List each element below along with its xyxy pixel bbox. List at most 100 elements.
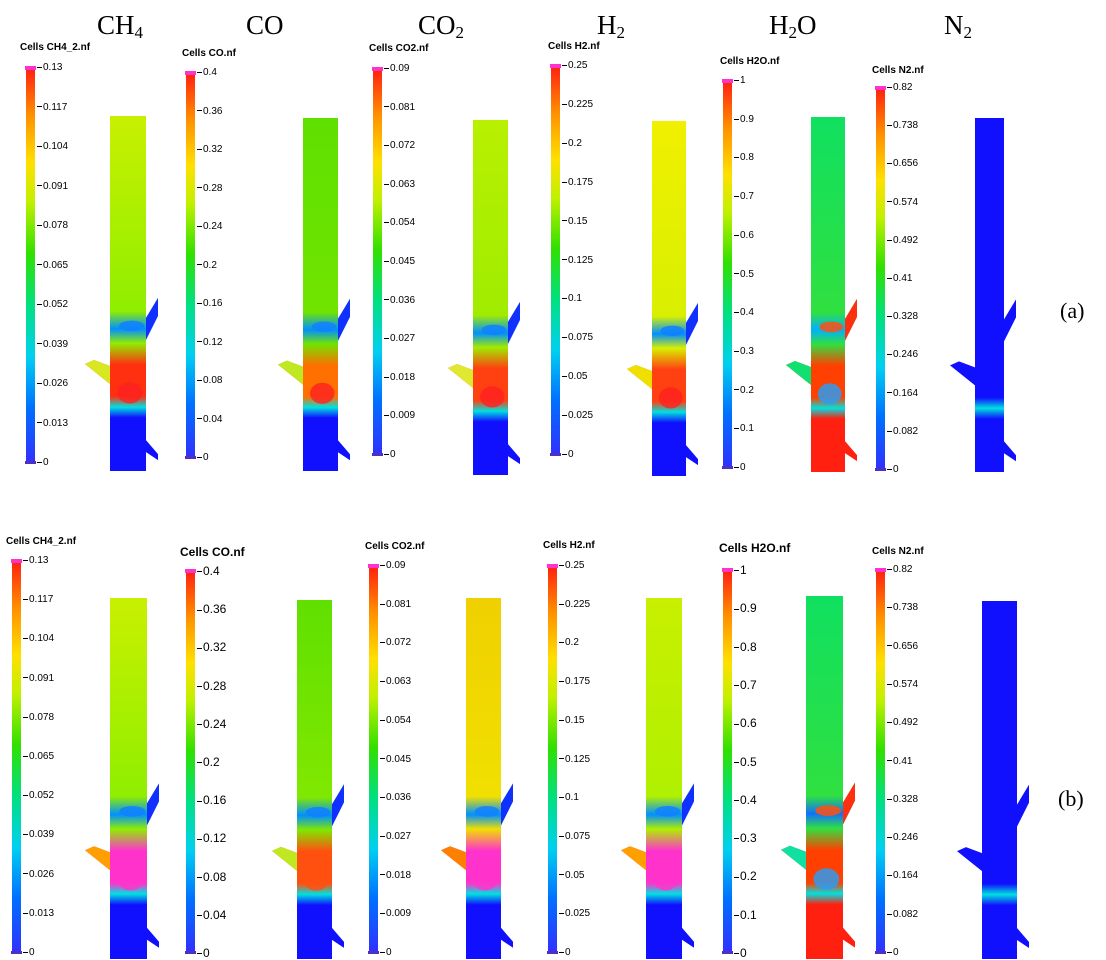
colorbar-cap-bottom (185, 951, 196, 954)
upper-outlet-nozzle (338, 298, 350, 341)
colorbar-title: Cells N2.nf (872, 65, 924, 76)
upper-outlet-nozzle (843, 782, 855, 825)
colorbar-tick-label: 0.082 (887, 426, 918, 437)
colorbar-tick-label: 0.574 (887, 679, 918, 690)
colorbar-tick-label: 0.039 (23, 830, 54, 840)
colorbar (25, 66, 36, 464)
colorbar-tick-label: 0.018 (380, 870, 411, 881)
colorbar-tick-label: 0.738 (887, 603, 918, 613)
inlet-nozzle (627, 365, 652, 390)
colorbar-tick-label: 0.738 (887, 121, 918, 131)
colorbar-cap (875, 568, 886, 572)
colorbar-cap (875, 86, 886, 90)
column-header-h2: H2 (597, 10, 625, 42)
cool-zone (481, 324, 507, 336)
colorbar-cap-bottom (875, 951, 886, 954)
colorbar-cap (185, 71, 196, 75)
colorbar (185, 569, 196, 954)
colorbar-cap-bottom (368, 951, 379, 954)
colorbar-tick-label: 0 (887, 465, 899, 475)
colorbar-tick-label: 0 (734, 947, 747, 959)
colorbar-tick-label: 0.039 (37, 339, 68, 350)
hot-zone (117, 868, 144, 891)
reactor-contour-plot (786, 117, 857, 472)
colorbar (550, 64, 561, 456)
colorbar-tick-label: 0.7 (734, 679, 757, 691)
colorbar-tick-label: 0.05 (562, 372, 587, 382)
colorbar-tick-label: 0.15 (562, 216, 587, 227)
colorbar-title: Cells CO.nf (180, 545, 245, 559)
reactor-body (448, 120, 520, 475)
colorbar-title: Cells H2O.nf (720, 56, 780, 67)
colorbar-tick-label: 0.4 (197, 565, 220, 577)
colorbar-tick-label: 0.164 (887, 871, 918, 881)
colorbar-tick-label: 0 (734, 463, 746, 473)
colorbar (875, 568, 886, 954)
colorbar-tick-label: 0.656 (887, 641, 918, 652)
colorbar (722, 568, 733, 954)
colorbar-tick-label: 0.6 (734, 230, 754, 241)
colorbar-cap-bottom (372, 453, 383, 456)
column-header-h2o: H2O (769, 10, 817, 42)
reactor-contour-plot (272, 600, 344, 959)
colorbar-tick-label: 0.328 (887, 794, 918, 805)
colorbar (11, 559, 22, 954)
colorbar-tick-label: 0.1 (734, 909, 757, 921)
colorbar-tick-label: 0.045 (380, 754, 411, 765)
colorbar (722, 79, 733, 469)
colorbar-tick-label: 0.32 (197, 641, 226, 653)
cool-zone (311, 321, 337, 333)
colorbar-tick-label: 0.025 (562, 411, 593, 421)
cool-zone (655, 805, 681, 817)
colorbar-tick-label: 1 (734, 564, 747, 576)
colorbar-tick-label: 0.026 (37, 379, 68, 389)
colorbar-title: Cells N2.nf (872, 546, 924, 557)
colorbar-tick-label: 0.246 (887, 350, 918, 360)
hot-zone (310, 382, 335, 404)
colorbar-tick-label: 0.072 (380, 638, 411, 648)
reactor-body (278, 118, 350, 471)
colorbar-tick-label: 0.081 (384, 102, 415, 113)
colorbar-tick-label: 0.009 (380, 909, 411, 919)
colorbar-tick-label: 0.9 (734, 602, 757, 614)
colorbar-tick-label: 0 (197, 947, 210, 959)
colorbar-tick-label: 0.072 (384, 141, 415, 151)
colorbar-tick-label: 0.13 (37, 63, 62, 73)
colorbar-tick-label: 0.5 (734, 269, 754, 280)
upper-outlet-nozzle (501, 783, 513, 826)
colorbar-tick-label: 0.075 (559, 831, 590, 842)
colorbar-cap (550, 64, 561, 68)
colorbar-cap-bottom (722, 466, 733, 469)
reactor-contour-plot (950, 118, 1016, 472)
cool-zone (119, 320, 145, 332)
colorbar-tick-label: 0.026 (23, 869, 54, 880)
colorbar-cap (547, 564, 558, 568)
colorbar-tick-label: 0.045 (384, 257, 415, 267)
column-header-ch4: CH4 (97, 10, 144, 42)
colorbar-tick-label: 0.24 (197, 222, 222, 232)
colorbar-tick-label: 0.013 (37, 418, 68, 429)
colorbar-tick-label: 0.104 (23, 634, 54, 644)
colorbar-tick-label: 0.492 (887, 235, 918, 246)
colorbar-tick-label: 0 (887, 948, 899, 958)
colorbar-tick-label: 0.091 (37, 181, 68, 192)
colorbar-tick-label: 0.013 (23, 908, 54, 919)
inlet-nozzle (781, 845, 806, 870)
colorbar-tick-label: 0.063 (380, 677, 411, 687)
colorbar-tick-label: 0 (37, 458, 49, 468)
colorbar-cap (368, 564, 379, 568)
reactor-body (950, 118, 1016, 472)
upper-outlet-nozzle (332, 784, 344, 827)
colorbar-tick-label: 0.1 (562, 294, 582, 304)
hot-zone (658, 387, 683, 409)
upper-outlet-nozzle (845, 298, 857, 341)
hot-zone (813, 868, 840, 891)
colorbar-tick-label: 0.027 (384, 334, 415, 344)
colorbar-cap (11, 559, 22, 563)
colorbar-tick-label: 0.04 (197, 909, 226, 921)
reactor-body (957, 601, 1029, 959)
reactor-body (627, 121, 698, 476)
colorbar-tick-label: 0.5 (734, 756, 757, 768)
colorbar (875, 86, 886, 471)
inlet-nozzle (441, 846, 466, 871)
